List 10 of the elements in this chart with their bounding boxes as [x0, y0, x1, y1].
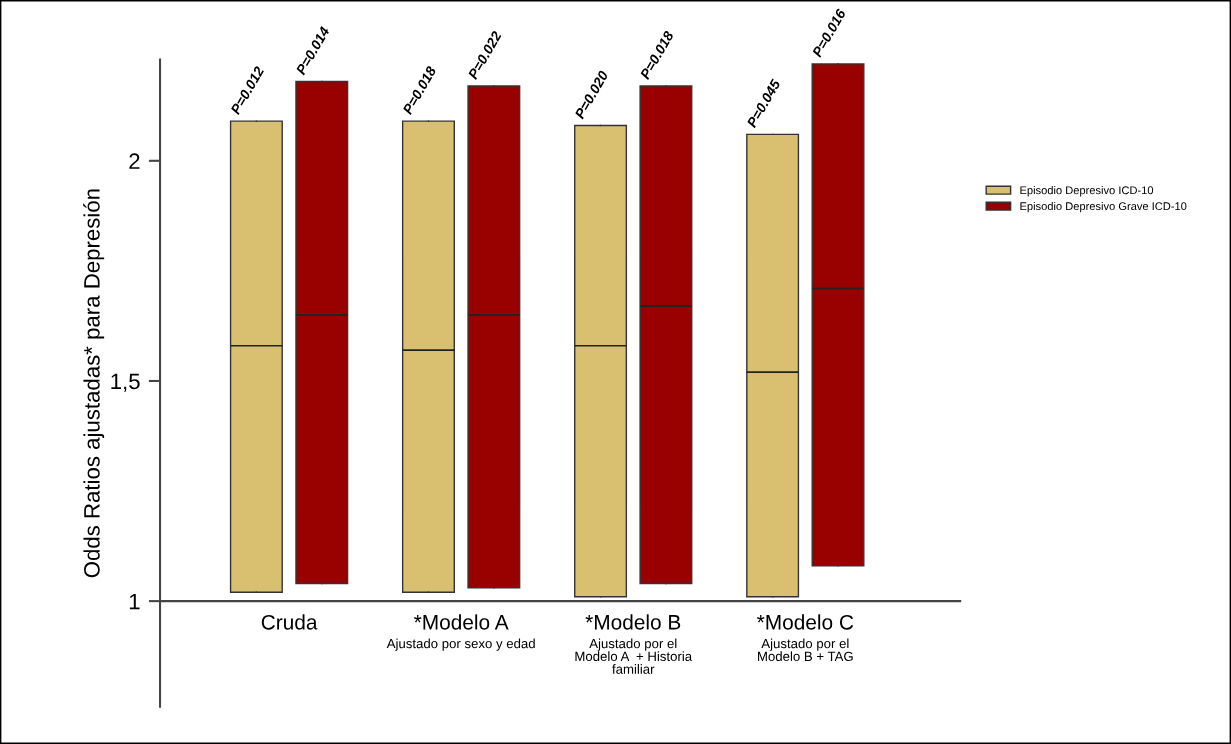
- x-tick-label: Cruda: [261, 614, 318, 630]
- legend-label: Episodio Depresivo ICD-10: [1020, 186, 1154, 197]
- y-tick-label: 1,5: [111, 373, 140, 392]
- y-tick-label: 1: [129, 593, 140, 610]
- legend-label: Episodio Depresivo Grave ICD-10: [1020, 201, 1187, 213]
- x-tick-label: *Modelo C Ajustado por el Modelo B + TAG: [757, 614, 854, 662]
- x-tick-label: *Modelo B Ajustado por el Modelo A + Historia familiar: [575, 614, 693, 674]
- y-axis-title: Odds Ratios ajustadas* para Depresión: [83, 189, 105, 578]
- x-tick-label: *Modelo A Ajustado por sexo y edad: [386, 614, 535, 651]
- y-tick-label: 2: [129, 153, 140, 169]
